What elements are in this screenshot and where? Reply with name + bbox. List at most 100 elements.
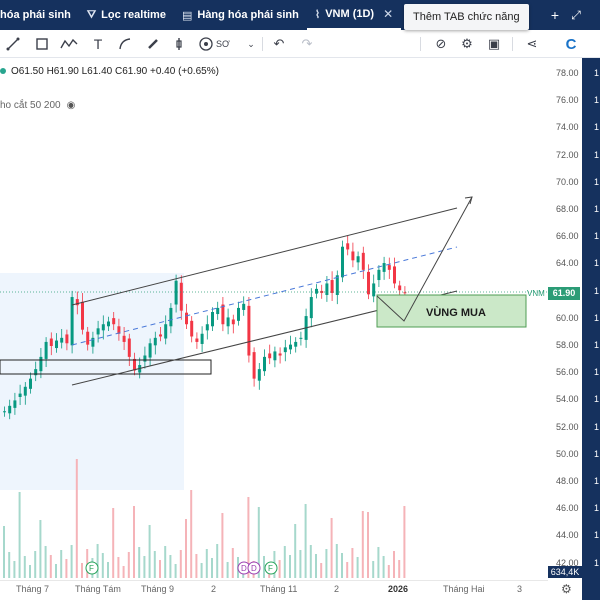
volume-bar [309,545,312,578]
chevron-down-icon: ⌄ [247,38,255,49]
candle-body [294,341,298,347]
gear-icon: ⚙ [461,36,473,51]
volume-bar [75,459,78,578]
brush-icon [148,39,158,49]
screenshot-button[interactable]: ▣ [485,35,503,53]
volume-bar [179,550,182,578]
volume-bar [13,561,16,578]
candle-body [148,343,152,358]
tab-realtime-filter[interactable]: ⛛ Lọc realtime [79,0,174,30]
volume-bar [159,560,161,578]
candle-body [39,356,43,372]
close-tab-icon[interactable]: ✕ [383,7,394,21]
candle-body [299,337,303,339]
camera-icon: ▣ [487,36,501,51]
candle-body [200,333,204,344]
candle-body [101,324,105,331]
price-chart[interactable]: VÙNG MUA VNM F D D F [0,58,600,580]
tab-commodities[interactable]: ▤ Hàng hóa phái sinh [174,0,307,30]
volume-bar [283,546,286,578]
time-axis[interactable] [0,580,548,600]
side-panel-digit: 1 [594,149,600,160]
volume-bar [231,548,234,578]
candle-body [237,307,240,321]
candle-body [273,351,277,361]
volume-bar [133,506,135,578]
volume-bar [65,559,68,578]
volume-bar [221,513,224,578]
text-tool[interactable]: T [89,35,107,53]
measure-tool[interactable] [170,35,188,53]
candle-body [49,338,53,346]
volume-bar [226,562,229,578]
candle-body [117,326,121,334]
volume-bar [101,553,104,578]
indicator-label: ho cắt 50 200 [0,100,61,111]
candle-body [107,321,110,327]
tab-vnm-chart[interactable]: ⌇ VNM (1D) ✕ [306,0,402,30]
volume-bar [117,557,120,578]
candle-body [70,297,74,346]
candle-body [112,318,116,325]
ohlc-legend: O61.50 H61.90 L61.40 C61.90 +0.40 (+0.65… [0,66,219,77]
volume-bar [367,512,369,578]
volume-bar [96,544,99,578]
volume-bar [315,554,317,578]
status-dot-icon [0,68,6,74]
candle-body [361,252,365,270]
channel-median [71,246,458,346]
side-panel-digit: 1 [594,530,600,541]
volume-bar [49,555,52,578]
candle-body [8,405,12,414]
volume-bar [81,563,83,578]
volume-tag: 634,4K [548,566,582,578]
rectangle-tool[interactable] [33,35,51,53]
candle-body [86,331,90,345]
eye-icon[interactable]: ◉ [66,100,76,111]
axis-settings-button[interactable]: ⚙ [561,582,572,596]
volume-bar [294,524,297,578]
candle-body [315,288,318,294]
candle-body [65,334,69,344]
time-label: 3 [517,584,523,594]
settings-button[interactable]: ⚙ [458,35,476,53]
chart-style-dropdown[interactable]: SƠ [198,35,238,53]
share-button[interactable]: ⋖ [523,35,541,53]
price-label: 46.00 [556,503,579,514]
tab-label: hóa phái sinh [0,9,71,21]
side-panel-digit: 1 [594,176,600,187]
redo-icon: ↷ [301,36,313,51]
zoom-button[interactable]: ⊘ [432,35,450,53]
plus-icon: + [550,7,560,23]
svg-text:D: D [251,564,257,573]
indicator-legend[interactable]: ho cắt 50 200 ◉ [0,100,75,111]
volume-bar [325,549,328,578]
trendline-tool[interactable] [4,35,22,53]
volume-bar [112,508,115,578]
circle-icon [199,37,213,51]
undo-button[interactable]: ↶ [270,35,288,53]
add-tab-button[interactable]: + [545,0,565,30]
volume-bar [55,564,57,578]
volume-bar [289,555,291,578]
brush-tool[interactable] [144,35,162,53]
price-label: 42.00 [556,557,579,568]
volume-bar [138,547,141,578]
curve-tool[interactable] [116,35,134,53]
volume-bar [86,549,89,578]
style-dropdown-arrow[interactable]: ⌄ [242,35,260,53]
candle-body [169,307,173,327]
price-label: 50.00 [556,448,579,459]
path-tool[interactable] [60,35,78,53]
brand-button[interactable]: C [562,35,580,53]
price-label: 44.00 [556,530,579,541]
price-axis[interactable] [548,58,582,580]
expand-button[interactable]: ⤢ [566,0,586,30]
redo-button[interactable]: ↷ [298,35,316,53]
tab-derivatives[interactable]: hóa phái sinh [0,0,79,30]
event-markers: F D D F [85,561,278,575]
volume-bar [351,548,354,578]
candle-body [387,265,391,270]
side-panel-digit: 1 [594,122,600,133]
price-label: 78.00 [556,68,579,78]
